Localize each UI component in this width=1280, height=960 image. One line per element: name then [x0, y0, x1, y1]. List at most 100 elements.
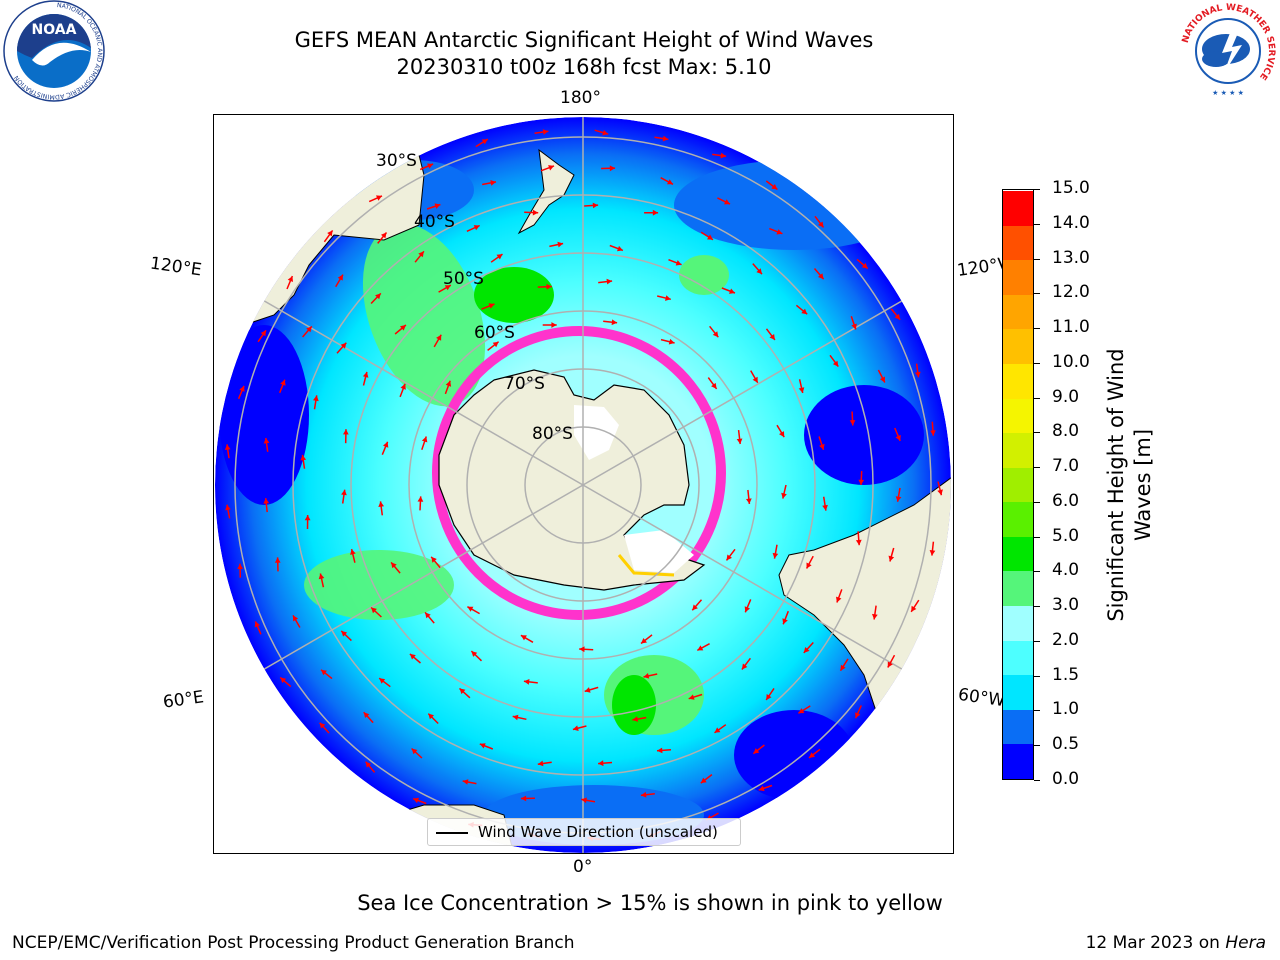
- wave-direction-arrowhead: [640, 791, 647, 798]
- lat-label-40s: 40°S: [414, 212, 455, 232]
- colorbar-bin: [1003, 432, 1033, 468]
- lat-label-30s: 30°S: [376, 151, 417, 171]
- colorbar-tick-label: 9.0: [1052, 386, 1080, 407]
- credit-host: Hera: [1225, 933, 1266, 953]
- wave-direction-arrowhead: [756, 268, 762, 275]
- colorbar-bin: [1003, 674, 1033, 710]
- colorbar-bin: [1003, 467, 1033, 503]
- wave-direction-arrowhead: [668, 338, 675, 345]
- wave-direction-arrowhead: [523, 679, 530, 685]
- credit-date-text: 12 Mar 2023 on: [1085, 933, 1226, 953]
- wave-direction-arrowhead: [551, 322, 557, 328]
- colorbar-tick-mark: [1034, 362, 1040, 364]
- wave-direction-arrowhead: [421, 436, 428, 443]
- wave-direction-arrowhead: [929, 550, 936, 556]
- wave-direction-arrowhead: [895, 435, 901, 441]
- colorbar-tick-mark: [1034, 640, 1040, 642]
- wave-direction-arrowhead: [858, 479, 865, 485]
- wave-direction-arrowhead: [598, 760, 604, 767]
- wave-direction-arrowhead: [872, 613, 878, 620]
- wave-direction-arrowhead: [444, 285, 451, 291]
- chart-subtitle: 20230310 t00z 168h fcst Max: 5.10: [396, 55, 772, 79]
- meridian-line: [215, 484, 584, 746]
- wave-direction-arrowhead: [341, 630, 348, 637]
- wave-direction-arrowhead: [771, 184, 778, 190]
- colorbar-tick-label: 13.0: [1052, 247, 1090, 268]
- wave-region-low: [804, 385, 924, 485]
- wave-direction-arrowhead: [887, 661, 893, 668]
- wave-direction-arrowhead: [371, 607, 377, 614]
- wave-direction-arrowhead: [542, 129, 549, 135]
- wave-region-high: [304, 550, 454, 620]
- wave-direction-arrowhead: [772, 552, 779, 559]
- wave-direction-arrowhead: [481, 139, 488, 145]
- wave-direction-arrowhead: [418, 251, 424, 258]
- wave-direction-arrowhead: [427, 163, 434, 169]
- wave-direction-arrowhead: [381, 232, 387, 239]
- colorbar-tick-label: 15.0: [1052, 178, 1090, 198]
- wave-direction-arrowhead: [606, 278, 613, 285]
- colorbar-tick-label: 6.0: [1052, 490, 1080, 511]
- wave-direction-arrowhead: [692, 604, 698, 611]
- wave-direction-arrowhead: [254, 621, 261, 628]
- wave-direction-arrowhead: [548, 165, 554, 171]
- wave-direction-arrowhead: [280, 379, 286, 386]
- colorbar-bin: [1003, 605, 1033, 641]
- wave-direction-arrowhead: [431, 556, 437, 563]
- wave-direction-arrowhead: [641, 638, 647, 644]
- wave-direction-arrowhead: [652, 209, 659, 216]
- wave-direction-arrowhead: [239, 385, 245, 392]
- wave-direction-arrowhead: [413, 797, 419, 804]
- wave-direction-arrowhead: [675, 260, 682, 266]
- wave-direction-arrowhead: [818, 221, 824, 228]
- colorbar-tick-mark: [1034, 675, 1040, 677]
- wave-direction-arrowhead: [782, 618, 788, 625]
- wave-direction-arrowhead: [712, 331, 719, 338]
- wave-direction-arrowhead: [520, 635, 527, 641]
- wave-direction-arrowhead: [849, 420, 856, 426]
- wave-direction-arrowhead: [720, 152, 727, 159]
- colorbar-tick-label: 4.0: [1052, 560, 1080, 581]
- colorbar-tick-label: 0.5: [1052, 734, 1080, 755]
- wave-direction-arrowhead: [779, 431, 785, 438]
- land-africa: [215, 764, 300, 821]
- lon-label-60w: 60°W: [956, 684, 1007, 712]
- noaa-logo: NATIONAL OCEANIC AND ATMOSPHERIC ADMINIS…: [3, 0, 105, 102]
- colorbar-tick-mark: [1034, 467, 1040, 469]
- wave-direction-arrowhead: [445, 380, 452, 387]
- meridian-line: [582, 484, 951, 746]
- wave-direction-arrowhead: [321, 669, 327, 676]
- wave-direction-arrowhead: [473, 225, 480, 231]
- wave-direction-arrowhead: [665, 295, 671, 301]
- wave-direction-arrowhead: [895, 496, 902, 502]
- wave-direction-arrowhead: [752, 376, 758, 383]
- wind-wave-arrows: [224, 129, 943, 842]
- wave-direction-arrowhead: [617, 245, 623, 252]
- wave-direction-arrowhead: [471, 651, 478, 657]
- wave-direction-arrowhead: [662, 135, 669, 142]
- wave-direction-arrowhead: [836, 596, 842, 603]
- colorbar-tick-mark: [1034, 501, 1040, 503]
- wave-direction-arrowhead: [840, 664, 846, 671]
- wave-direction-arrowhead: [376, 195, 382, 201]
- colorbar-tick-mark: [1034, 397, 1040, 399]
- sea-ice-note: Sea Ice Concentration > 15% is shown in …: [357, 891, 943, 915]
- credit-branch: NCEP/EMC/Verification Post Processing Pr…: [12, 933, 575, 953]
- colorbar-tick-label: 2.0: [1052, 629, 1080, 650]
- wave-direction-arrowhead: [832, 360, 839, 367]
- lon-label-0: 0°: [573, 857, 593, 877]
- wave-direction-arrowhead: [879, 376, 885, 383]
- wave-direction-arrowhead: [274, 557, 281, 563]
- wave-direction-arrowhead: [758, 785, 765, 792]
- colorbar-bin: [1003, 398, 1033, 434]
- colorbar-tick-mark: [1034, 223, 1040, 225]
- wave-direction-arrowhead: [340, 342, 347, 349]
- wave-direction-arrowhead: [602, 129, 609, 136]
- wave-direction-arrowhead: [280, 677, 287, 683]
- colorbar-bin: [1003, 501, 1033, 537]
- chart-title: GEFS MEAN Antarctic Significant Height o…: [294, 28, 874, 52]
- colorbar-tick-mark: [1034, 780, 1040, 781]
- colorbar-tick-mark: [1034, 432, 1040, 434]
- colorbar-tick-label: 8.0: [1052, 421, 1080, 442]
- colorbar-tick-label: 12.0: [1052, 282, 1090, 303]
